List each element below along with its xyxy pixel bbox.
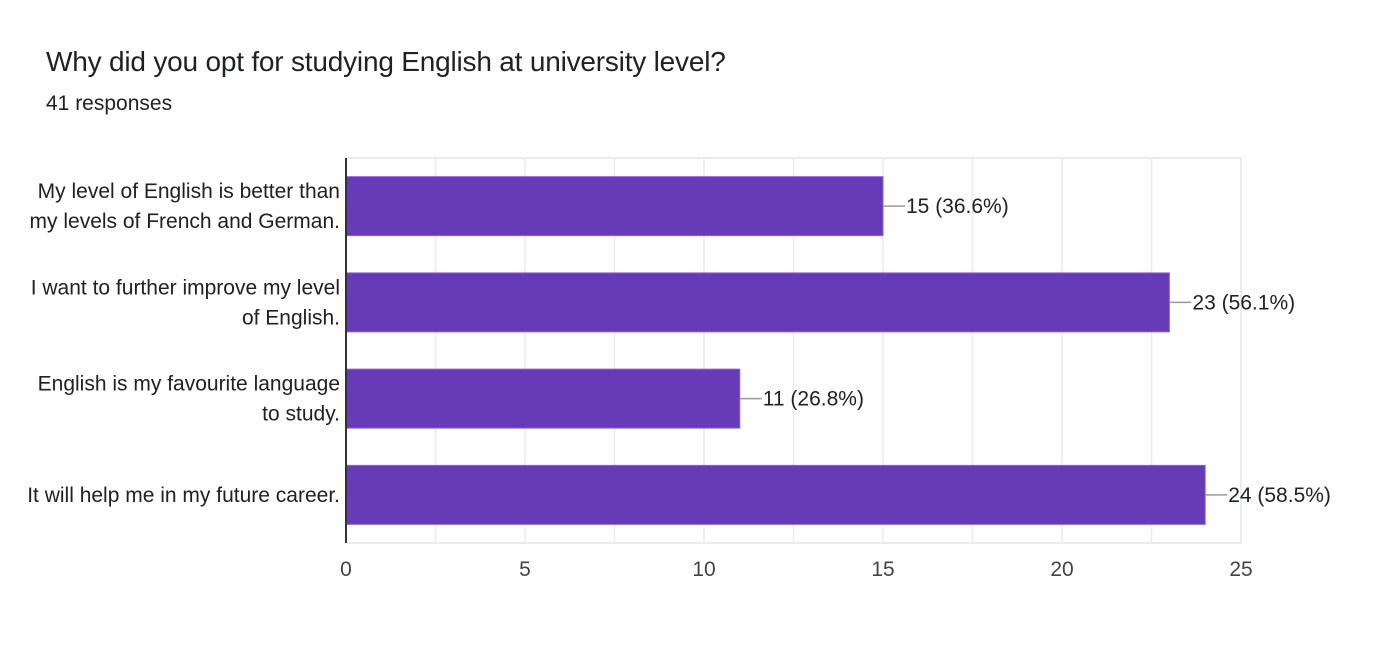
category-label: English is my favourite language: [38, 373, 340, 396]
category-label: I want to further improve my level: [31, 276, 340, 299]
bar[interactable]: [345, 176, 884, 237]
chart-title: Why did you opt for studying English at …: [46, 46, 726, 77]
x-tick-label: 10: [692, 558, 715, 581]
category-label: to study.: [262, 403, 340, 426]
bar[interactable]: [345, 368, 741, 429]
category-labels: My level of English is better than my lev…: [27, 180, 340, 507]
x-tick-label: 5: [519, 558, 531, 581]
data-label: 11 (26.8%): [763, 388, 864, 411]
data-label: 23 (56.1%): [1192, 291, 1295, 314]
x-tick-label: 0: [340, 558, 352, 581]
x-tick-label: 15: [871, 558, 894, 581]
bar[interactable]: [345, 464, 1206, 525]
x-tick-label: 20: [1050, 558, 1073, 581]
data-label: 24 (58.5%): [1228, 484, 1331, 507]
chart-bars: [345, 176, 1206, 525]
category-label: My level of English is better than: [38, 180, 340, 203]
x-axis-tick-labels: 0 5 10 15 20 25: [340, 558, 1253, 581]
data-labels: 15 (36.6%) 23 (56.1%) 11 (26.8%) 24 (58.5%): [739, 195, 1331, 507]
data-label: 15 (36.6%): [906, 195, 1009, 218]
category-label: of English.: [242, 306, 340, 329]
x-tick-label: 25: [1229, 558, 1252, 581]
bar[interactable]: [345, 272, 1170, 333]
response-count: 41 responses: [46, 92, 173, 115]
category-label: my levels of French and German.: [30, 210, 340, 233]
category-label: It will help me in my future career.: [27, 484, 340, 507]
